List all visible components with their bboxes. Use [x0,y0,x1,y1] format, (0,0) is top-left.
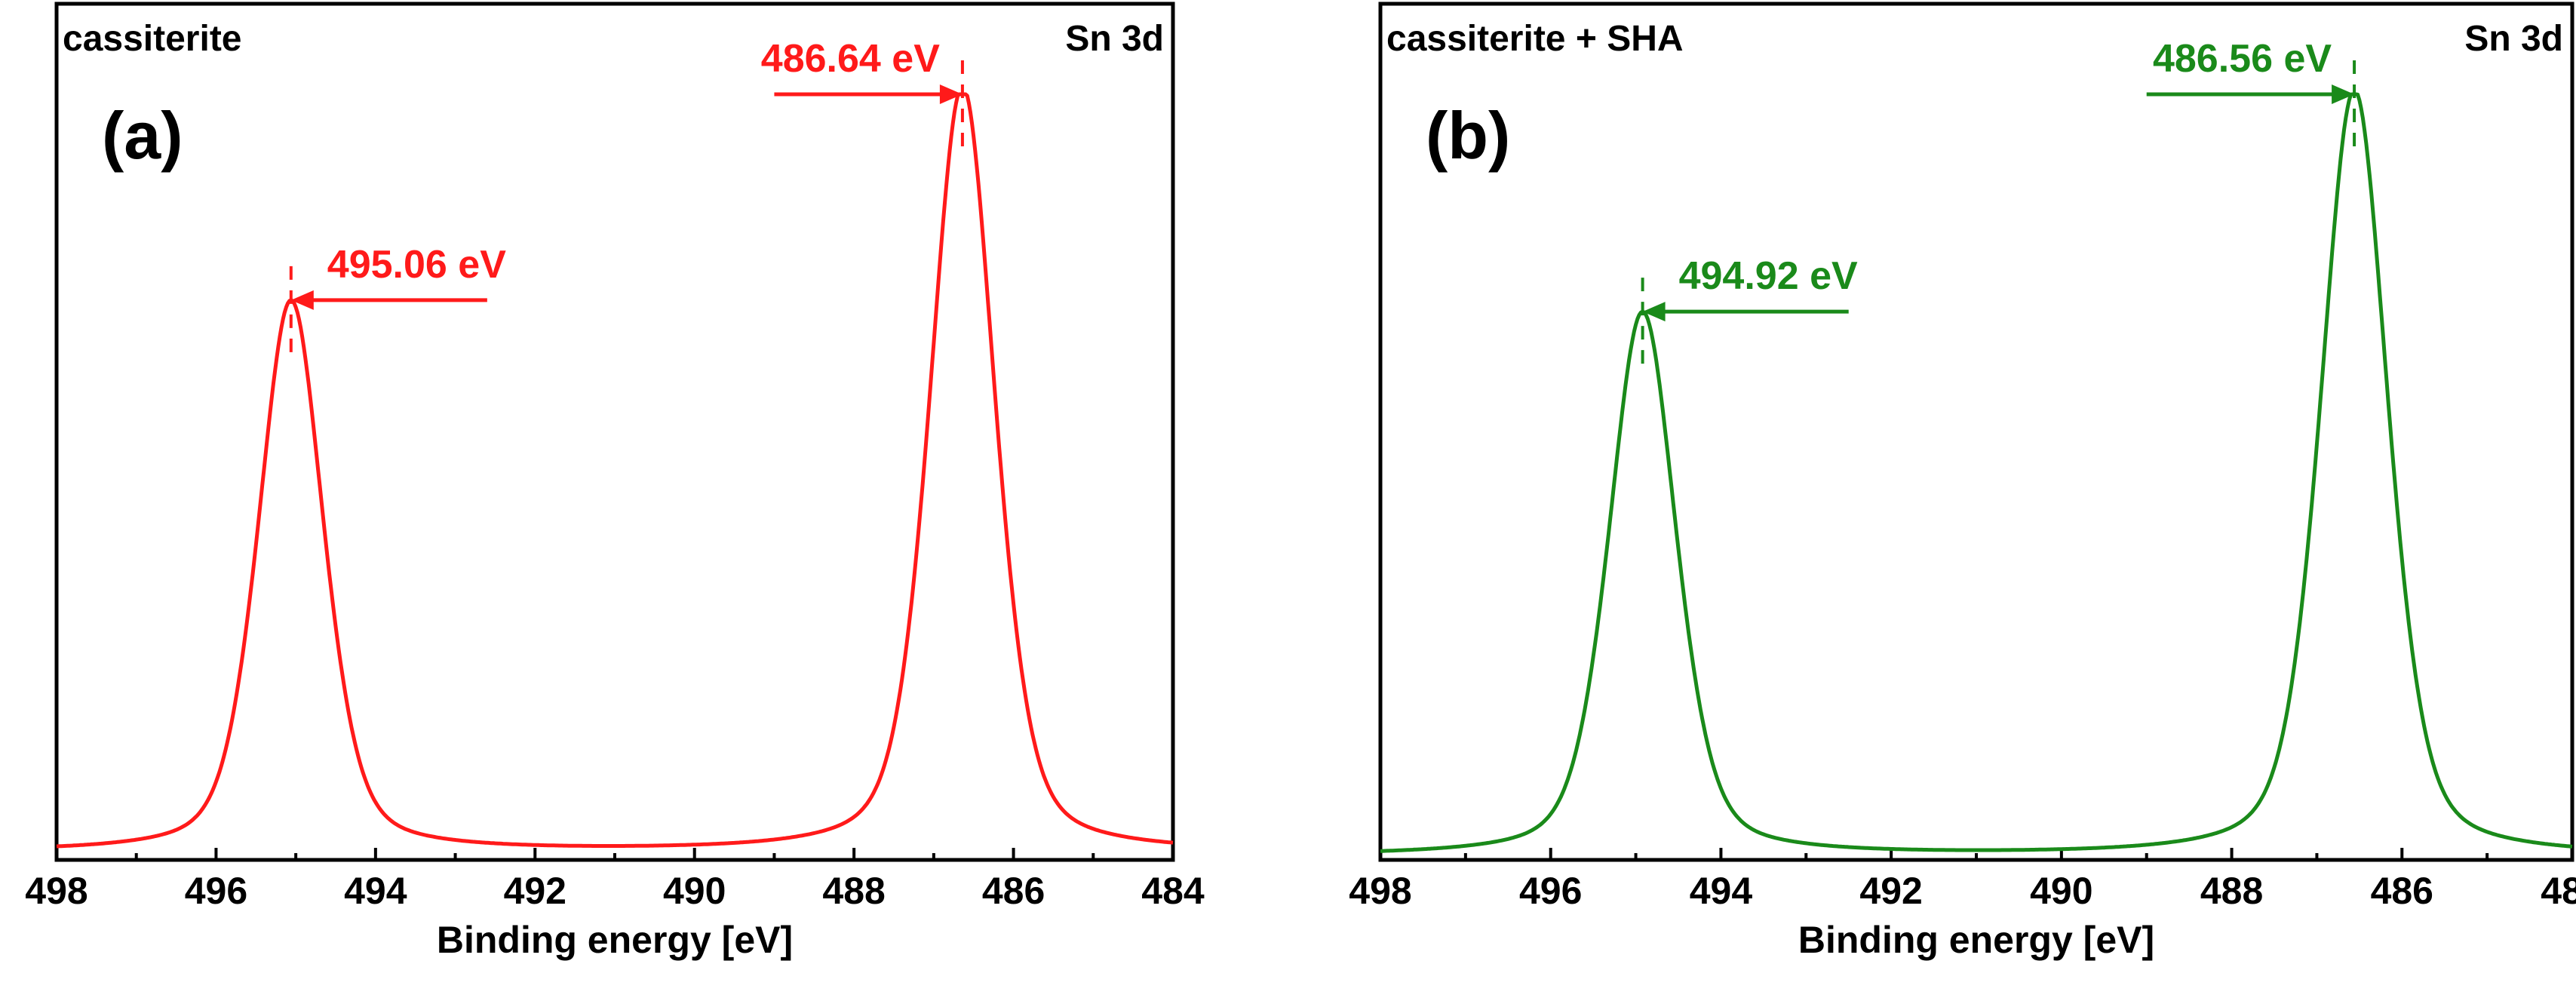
x-tick-label: 498 [1349,870,1411,912]
panel-letter: (a) [102,98,183,173]
peak-value-label: 495.06 eV [327,243,506,287]
sample-label: cassiterite + SHA [1386,19,1684,59]
peak-arrowhead [1642,302,1666,322]
peak-arrowhead [2332,84,2355,104]
spectrum-line [1380,92,2573,853]
peak-value-label: 494.92 eV [1679,254,1858,298]
x-tick-label: 492 [504,870,566,912]
panel-letter: (b) [1426,98,1510,173]
x-tick-label: 488 [822,870,885,912]
x-tick-label: 492 [1859,870,1922,912]
plot-frame [1378,2,2574,862]
x-tick-label: 490 [2030,870,2092,912]
x-tick-label: 498 [25,870,88,912]
x-tick-label: 490 [663,870,726,912]
x-tick-label: 486 [2371,870,2433,912]
x-tick-label: 494 [1690,870,1753,912]
x-tick-label: 496 [185,870,247,912]
peak-value-label: 486.64 eV [761,37,940,81]
plot-frame [54,2,1175,862]
peak-arrowhead [939,84,963,104]
x-tick-label: 494 [344,870,407,912]
sample-label: cassiterite [63,19,242,59]
x-tick-label: 484 [1141,870,1205,912]
x-tick-label: 488 [2200,870,2263,912]
spectrum-label: Sn 3d [1065,19,1164,59]
x-tick-label: 484 [2541,870,2576,912]
panel-b: 498 496 494 492 490 488 486 484 Binding energy [… [1349,2,2576,961]
x-tick-label: 486 [982,870,1045,912]
spectrum-line [56,92,1174,849]
spectrum-label: Sn 3d [2464,19,2563,59]
x-axis-title: Binding energy [eV] [1798,919,2154,961]
x-tick-label: 496 [1519,870,1582,912]
peak-value-label: 486.56 eV [2153,37,2332,81]
panel-a: 498 496 494 492 490 488 486 484 Binding energy [… [25,2,1205,961]
peak-arrowhead [290,290,314,310]
x-axis-title: Binding energy [eV] [437,919,793,961]
